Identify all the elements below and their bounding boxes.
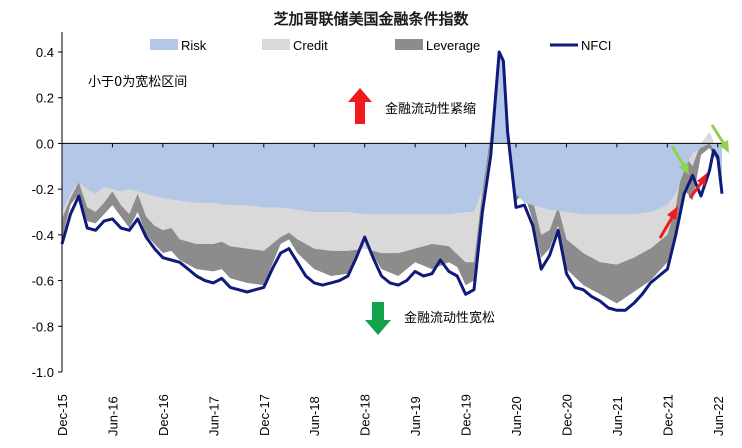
x-tick-label: Jun-22 <box>711 396 726 436</box>
green-down-arrow-icon-2 <box>710 124 729 153</box>
x-tick-label: Jun-20 <box>509 396 524 436</box>
loosening-note: 金融流动性宽松 <box>404 310 495 326</box>
legend-label-nfci: NFCI <box>581 38 611 53</box>
legend-swatch-risk <box>150 39 178 50</box>
x-tick-label: Dec-20 <box>559 394 574 436</box>
legend: Risk Credit Leverage NFCI <box>150 38 611 53</box>
red-up-arrow-icon-1 <box>658 206 678 239</box>
x-tick-label: Jun-19 <box>408 396 423 436</box>
legend-label-leverage: Leverage <box>426 38 480 53</box>
y-tick-label: -1.0 <box>32 365 54 380</box>
x-tick-label: Jun-21 <box>610 396 625 436</box>
x-tick-label: Jun-18 <box>307 396 322 436</box>
x-tick-label: Dec-16 <box>156 394 171 436</box>
axes <box>58 32 722 373</box>
nfci-line <box>60 50 724 312</box>
x-tick-label: Dec-18 <box>358 394 373 436</box>
legend-swatch-credit <box>262 39 290 50</box>
legend-swatch-leverage <box>395 39 423 50</box>
tightening-arrow-icon <box>348 88 372 124</box>
y-tick-label: -0.4 <box>32 228 54 243</box>
red-up-arrow-icon-2 <box>688 173 707 199</box>
y-tick-label: 0.2 <box>36 91 54 106</box>
green-down-arrow-icon-1 <box>670 145 689 175</box>
x-tick-label: Dec-17 <box>257 394 272 436</box>
y-tick-label: -0.2 <box>32 182 54 197</box>
tightening-note: 金融流动性紧缩 <box>385 101 476 117</box>
y-tick-label: -0.6 <box>32 274 54 289</box>
y-tick-label: 0.0 <box>36 136 54 151</box>
legend-label-risk: Risk <box>181 38 207 53</box>
x-tick-labels: Dec-15 Jun-16 Dec-16 Jun-17 Dec-17 Jun-18 Dec-… <box>55 394 726 436</box>
chart-title: 芝加哥联储美国金融条件指数 <box>273 10 469 28</box>
loosening-arrow-icon <box>365 302 391 335</box>
x-tick-label: Jun-17 <box>206 396 221 436</box>
x-tick-label: Dec-15 <box>55 394 70 436</box>
legend-label-credit: Credit <box>293 38 328 53</box>
y-tick-label: 0.4 <box>36 45 54 60</box>
area-layers <box>62 52 722 304</box>
y-tick-labels: 0.4 0.2 0.0 -0.2 -0.4 -0.6 -0.8 -1.0 <box>32 45 54 380</box>
y-tick-label: -0.8 <box>32 319 54 334</box>
x-tick-label: Dec-21 <box>660 394 675 436</box>
x-tick-label: Jun-16 <box>105 396 120 436</box>
loose-zone-note: 小于0为宽松区间 <box>88 74 187 90</box>
area-risk <box>62 56 722 215</box>
x-tick-label: Dec-19 <box>459 394 474 436</box>
